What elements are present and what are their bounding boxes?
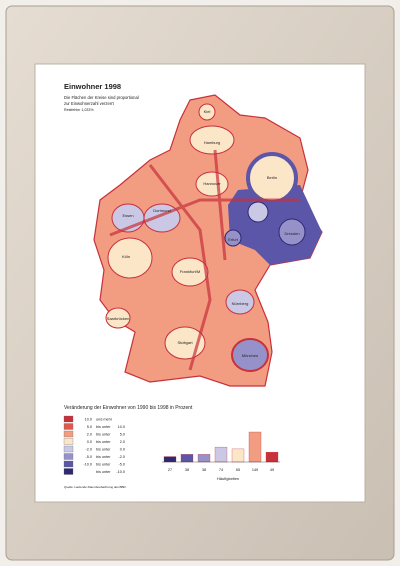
histogram: 27 38 38 74 65 149 49 <box>162 431 280 472</box>
legend-to: 10.0 <box>118 425 125 429</box>
legend-from: 10.0 <box>85 418 92 422</box>
legend: 10.0 und mehr 5.0 bis unter 10.0 2.0 bis unter… <box>63 415 125 475</box>
city-label: Hannover <box>203 181 221 186</box>
legend-to: -5.0 <box>118 463 125 467</box>
city-label: Nürnberg <box>232 301 249 306</box>
legend-from: 2.0 <box>87 433 92 437</box>
legend-connector: und mehr <box>96 418 113 422</box>
legend-title: Veränderung der Einwohner von 1990 bis 1… <box>64 405 193 411</box>
city-label: Köln <box>122 254 130 259</box>
city-label: Stuttgart <box>177 340 193 345</box>
city-label: Saarbrücken <box>107 316 130 321</box>
legend-swatch <box>63 453 74 460</box>
histogram-bar <box>197 454 211 463</box>
histogram-count: 49 <box>270 468 274 472</box>
city-label: Hamburg <box>204 140 220 145</box>
source: Quelle: Laufende Raumbeobachtung des BBR <box>64 485 127 489</box>
histogram-label: Häufigkeiten <box>217 476 239 481</box>
histogram-bar <box>265 451 279 463</box>
legend-swatch <box>63 468 74 475</box>
histogram-bar <box>248 431 262 463</box>
legend-to: -2.0 <box>118 455 125 459</box>
city-label: München <box>242 353 258 358</box>
title: Einwohner 1998 <box>64 82 121 91</box>
legend-swatch <box>63 430 74 438</box>
city-label: Frankfurt/M <box>180 269 200 274</box>
city-label: Erfurt <box>228 237 239 242</box>
legend-to: 5.0 <box>120 433 125 437</box>
legend-swatch <box>63 423 74 430</box>
legend-to: -10.0 <box>116 470 125 474</box>
legend-connector: bis unter <box>96 440 111 444</box>
legend-connector: bis unter <box>96 470 111 474</box>
legend-connector: bis unter <box>96 433 111 437</box>
subtitle: Die Flächen der Kreise sind proportional <box>64 95 139 100</box>
legend-to: 2.0 <box>120 440 125 444</box>
legend-from: 5.0 <box>87 425 92 429</box>
legend-from: -5.0 <box>85 455 92 459</box>
legend-from: -2.0 <box>85 448 92 452</box>
subtitle: zur Einwohnerzahl verzerrt <box>64 101 115 106</box>
histogram-bar <box>180 454 194 463</box>
note: Restfehler 1,033% <box>64 108 94 112</box>
histogram-count: 149 <box>252 468 258 472</box>
legend-from: 0.0 <box>87 440 92 444</box>
legend-swatch <box>63 445 74 453</box>
legend-to: 0.0 <box>120 448 125 452</box>
legend-from: -10.0 <box>83 463 92 467</box>
legend-connector: bis unter <box>96 463 111 467</box>
legend-connector: bis unter <box>96 455 111 459</box>
legend-connector: bis unter <box>96 448 111 452</box>
legend-swatch <box>63 460 74 468</box>
histogram-count: 38 <box>202 468 206 472</box>
city-label: Berlin <box>267 175 277 180</box>
histogram-count: 74 <box>219 468 223 472</box>
legend-connector: bis unter <box>96 425 111 429</box>
map <box>93 94 323 387</box>
legend-swatch <box>63 438 74 445</box>
histogram-bar <box>214 446 228 463</box>
legend-swatch <box>63 415 74 423</box>
city-label: Dresden <box>284 231 299 236</box>
histogram-count: 27 <box>168 468 172 472</box>
city-label: Dortmund <box>153 208 171 213</box>
histogram-count: 38 <box>185 468 189 472</box>
histogram-bar <box>231 448 245 463</box>
histogram-count: 65 <box>236 468 240 472</box>
city-label: Essen <box>122 213 133 218</box>
city-label: Kiel <box>204 109 211 114</box>
histogram-bar <box>163 456 177 463</box>
